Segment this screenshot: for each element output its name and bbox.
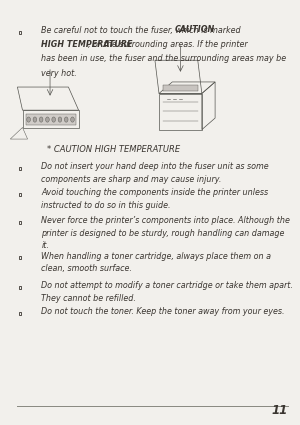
Circle shape bbox=[33, 117, 37, 122]
Text: Do not touch the toner. Keep the toner away from your eyes.: Do not touch the toner. Keep the toner a… bbox=[41, 307, 285, 316]
Circle shape bbox=[70, 117, 74, 122]
Bar bbox=[20, 312, 22, 314]
Bar bbox=[20, 193, 22, 196]
Text: components are sharp and may cause injury.: components are sharp and may cause injur… bbox=[41, 175, 222, 184]
Bar bbox=[20, 221, 22, 224]
Text: When handling a toner cartridge, always place them on a: When handling a toner cartridge, always … bbox=[41, 252, 272, 261]
Circle shape bbox=[52, 117, 56, 122]
Circle shape bbox=[58, 117, 62, 122]
Text: very hot.: very hot. bbox=[41, 69, 77, 78]
Text: They cannot be refilled.: They cannot be refilled. bbox=[41, 294, 136, 303]
Text: instructed to do so in this guide.: instructed to do so in this guide. bbox=[41, 201, 171, 210]
Bar bbox=[20, 257, 22, 259]
Circle shape bbox=[46, 117, 49, 122]
Text: clean, smooth surface.: clean, smooth surface. bbox=[41, 264, 132, 273]
Text: CAUTION: CAUTION bbox=[175, 26, 215, 34]
Bar bbox=[20, 286, 22, 289]
Text: * CAUTION HIGH TEMPERATURE: * CAUTION HIGH TEMPERATURE bbox=[47, 145, 181, 154]
Text: has been in use, the fuser and the surrounding areas may be: has been in use, the fuser and the surro… bbox=[41, 54, 286, 63]
Text: Do not attempt to modify a toner cartridge or take them apart.: Do not attempt to modify a toner cartrid… bbox=[41, 281, 293, 290]
Bar bbox=[26, 114, 76, 125]
Text: Never force the printer’s components into place. Although the: Never force the printer’s components int… bbox=[41, 216, 290, 225]
Text: printer is designed to be sturdy, rough handling can damage: printer is designed to be sturdy, rough … bbox=[41, 229, 285, 238]
Circle shape bbox=[64, 117, 68, 122]
Circle shape bbox=[27, 117, 31, 122]
Text: HIGH TEMPERATURE: HIGH TEMPERATURE bbox=[41, 40, 133, 49]
Bar bbox=[163, 85, 198, 91]
Bar bbox=[20, 167, 22, 170]
Text: Avoid touching the components inside the printer unless: Avoid touching the components inside the… bbox=[41, 188, 268, 197]
Circle shape bbox=[39, 117, 43, 122]
Text: Do not insert your hand deep into the fuser unit as some: Do not insert your hand deep into the fu… bbox=[41, 162, 269, 171]
Text: it.: it. bbox=[41, 241, 49, 250]
Bar bbox=[20, 31, 22, 34]
Text: 11: 11 bbox=[272, 404, 288, 417]
Text: Be careful not to touch the fuser, which is marked: Be careful not to touch the fuser, which… bbox=[41, 26, 244, 34]
Text: , or the surrounding areas. If the printer: , or the surrounding areas. If the print… bbox=[88, 40, 248, 49]
